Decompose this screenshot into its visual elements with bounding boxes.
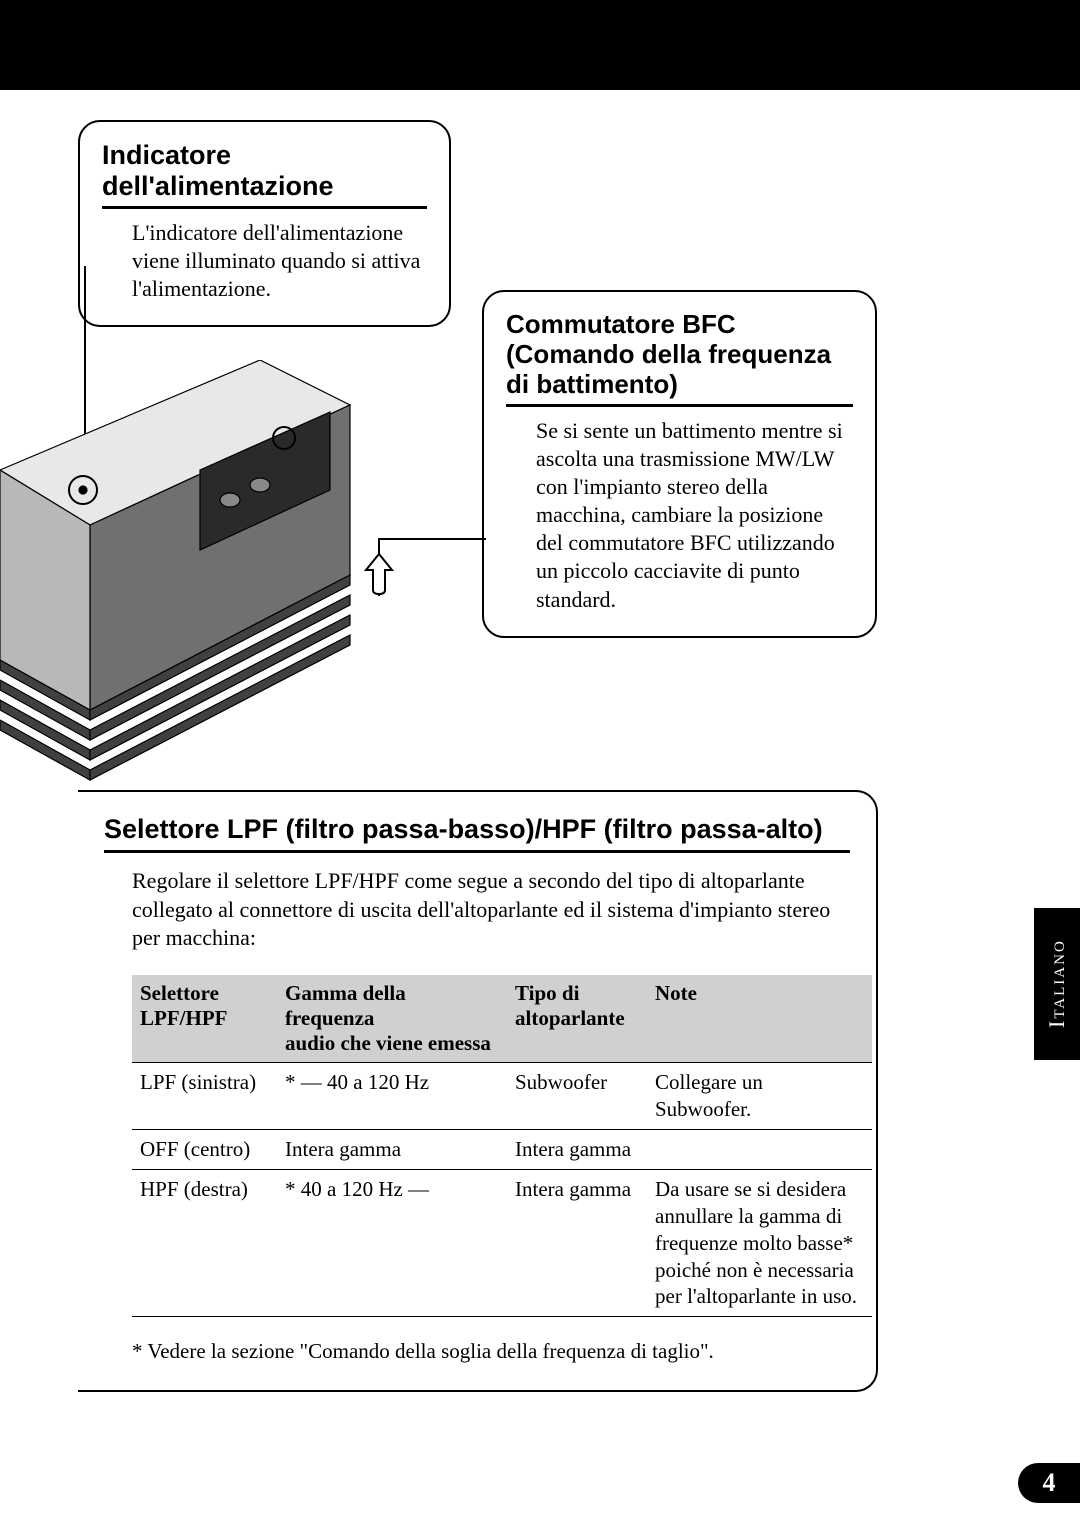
cell: HPF (destra) bbox=[132, 1169, 277, 1316]
th-text: audio che viene emessa bbox=[285, 1031, 491, 1055]
cell bbox=[647, 1130, 872, 1170]
cell: Subwoofer bbox=[507, 1063, 647, 1130]
callout2-body: Se si sente un battimento mentre si asco… bbox=[506, 417, 853, 614]
callout2-title: Commutatore BFC (Comando della frequenza… bbox=[506, 310, 853, 407]
section-lpf-hpf: Selettore LPF (filtro passa-basso)/HPF (… bbox=[78, 790, 878, 1392]
callout1-title: Indicatore dell'alimentazione bbox=[102, 140, 427, 209]
frequency-table: Selettore LPF/HPF Gamma della frequenza … bbox=[132, 975, 872, 1318]
callout-power-indicator: Indicatore dell'alimentazione L'indicato… bbox=[78, 120, 451, 327]
header-black-bar bbox=[0, 0, 1080, 90]
th-note: Note bbox=[647, 975, 872, 1063]
cell: Intera gamma bbox=[277, 1130, 507, 1170]
cell: Intera gamma bbox=[507, 1130, 647, 1170]
section3-title: Selettore LPF (filtro passa-basso)/HPF (… bbox=[104, 814, 850, 853]
th-text: Tipo di bbox=[515, 981, 579, 1005]
cell: * 40 a 120 Hz — bbox=[277, 1169, 507, 1316]
callout1-body: L'indicatore dell'alimentazione viene il… bbox=[102, 219, 427, 303]
cell: OFF (centro) bbox=[132, 1130, 277, 1170]
cell: Da usare se si desidera annullare la gam… bbox=[647, 1169, 872, 1316]
th-range: Gamma della frequenza audio che viene em… bbox=[277, 975, 507, 1063]
cell: * — 40 a 120 Hz bbox=[277, 1063, 507, 1130]
th-text: Note bbox=[655, 981, 697, 1005]
table-row: HPF (destra) * 40 a 120 Hz — Intera gamm… bbox=[132, 1169, 872, 1316]
section3-intro: Regolare il selettore LPF/HPF come segue… bbox=[104, 867, 850, 953]
table-row: OFF (centro) Intera gamma Intera gamma bbox=[132, 1130, 872, 1170]
th-speaker: Tipo di altoparlante bbox=[507, 975, 647, 1063]
cell: LPF (sinistra) bbox=[132, 1063, 277, 1130]
footnote: * Vedere la sezione "Comando della sogli… bbox=[104, 1339, 850, 1364]
th-text: Gamma della frequenza bbox=[285, 981, 406, 1030]
callout-bfc-switch: Commutatore BFC (Comando della frequenza… bbox=[482, 290, 877, 638]
cell: Intera gamma bbox=[507, 1169, 647, 1316]
page-number: 4 bbox=[1018, 1463, 1080, 1503]
th-text: LPF/HPF bbox=[140, 1006, 228, 1030]
th-text: Selettore bbox=[140, 981, 219, 1005]
th-selector: Selettore LPF/HPF bbox=[132, 975, 277, 1063]
table-row: LPF (sinistra) * — 40 a 120 Hz Subwoofer… bbox=[132, 1063, 872, 1130]
table-header-row: Selettore LPF/HPF Gamma della frequenza … bbox=[132, 975, 872, 1063]
language-tab: Italiano bbox=[1034, 908, 1080, 1060]
cell: Collegare un Subwoofer. bbox=[647, 1063, 872, 1130]
up-arrow-icon bbox=[364, 552, 394, 596]
th-text: altoparlante bbox=[515, 1006, 625, 1030]
